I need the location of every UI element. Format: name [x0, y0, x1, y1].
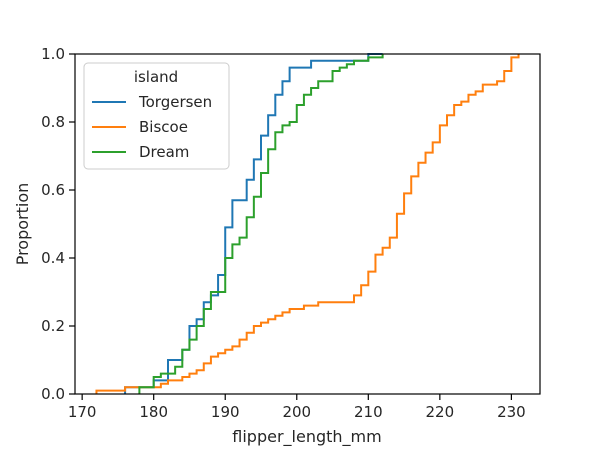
y-axis-title: Proportion: [13, 183, 32, 266]
y-tick-label: 0.0: [41, 385, 65, 403]
y-axis: 0.0 0.2 0.4 0.6 0.8 1.0: [41, 45, 75, 403]
x-axis: 170 180 190 200 210 220 230: [68, 394, 526, 421]
x-tick-label: 200: [282, 403, 311, 421]
x-axis-title: flipper_length_mm: [232, 427, 381, 447]
x-tick-label: 220: [426, 403, 455, 421]
legend-box: [83, 62, 230, 170]
y-tick-label: 0.2: [41, 317, 65, 335]
x-tick-label: 170: [68, 403, 97, 421]
y-tick-label: 0.4: [41, 249, 65, 267]
legend-label-biscoe: Biscoe: [139, 118, 188, 136]
legend-label-dream: Dream: [139, 143, 189, 161]
series-layer: [95, 53, 520, 394]
y-tick-label: 0.8: [41, 113, 65, 131]
x-tick-label: 180: [139, 403, 168, 421]
series-line-biscoe: [95, 54, 520, 394]
plot-frame: [74, 53, 541, 395]
legend-label-torgersen: Torgersen: [138, 93, 212, 111]
y-tick-label: 1.0: [41, 45, 65, 63]
x-tick-label: 210: [354, 403, 383, 421]
legend: island Torgersen Biscoe Dream: [83, 62, 230, 170]
legend-title: island: [134, 68, 178, 86]
x-tick-label: 190: [211, 403, 240, 421]
legend-entries: Torgersen Biscoe Dream: [92, 93, 212, 161]
series-line-dream: [138, 54, 384, 394]
x-tick-label: 230: [497, 403, 526, 421]
y-tick-label: 0.6: [41, 181, 65, 199]
